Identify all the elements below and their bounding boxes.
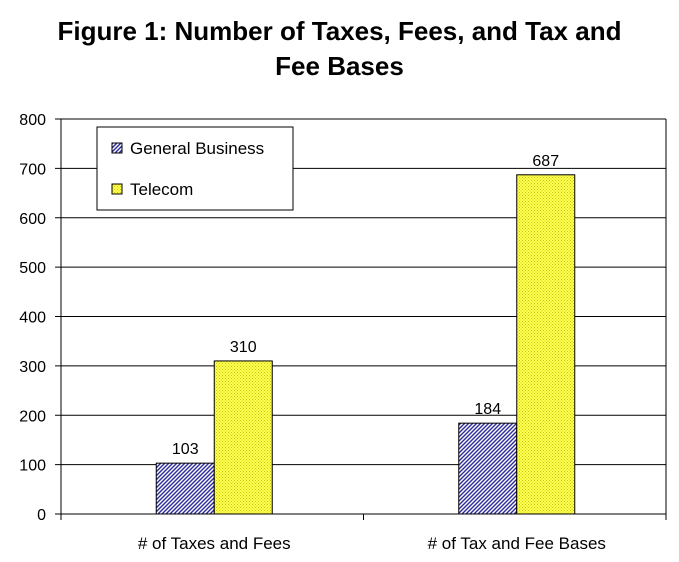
data-label: 687 [532, 153, 559, 170]
legend-swatch-telecom [111, 183, 123, 195]
data-label: 103 [172, 441, 199, 458]
axes [55, 118, 667, 520]
y-tick-label: 300 [19, 359, 46, 376]
x-tick-label: # of Taxes and Fees [138, 534, 291, 553]
bars [155, 174, 576, 515]
labels: 0 100 200 300 400 500 600 700 800 103 310 # of Taxe… [19, 112, 606, 553]
chart-title-line-2: Fee Bases [275, 51, 404, 81]
y-tick-label: 0 [37, 507, 46, 524]
legend-swatch-general-business [111, 142, 123, 154]
data-label: 184 [474, 401, 501, 418]
legend-box [96, 126, 294, 211]
x-tick-label: # of Tax and Fee Bases [428, 534, 606, 553]
legend-label: General Business [130, 139, 264, 158]
chart-title-line-1: Figure 1: Number of Taxes, Fees, and Tax… [57, 16, 622, 46]
y-tick-label: 400 [19, 310, 46, 327]
bar-general-business-1 [155, 462, 215, 515]
bar-telecom-2 [516, 174, 576, 515]
y-tick-label: 200 [19, 408, 46, 425]
y-tick-label: 600 [19, 211, 46, 228]
y-tick-label: 100 [19, 458, 46, 475]
bar-general-business-2 [458, 422, 518, 515]
legend-label: Telecom [130, 180, 193, 199]
y-tick-label: 800 [19, 112, 46, 129]
chart-title: Figure 1: Number of Taxes, Fees, and Tax… [0, 14, 679, 84]
data-label: 310 [230, 339, 257, 356]
y-tick-label: 700 [19, 161, 46, 178]
legend: General Business Telecom [96, 126, 294, 211]
bar-telecom-1 [213, 360, 273, 515]
y-tick-label: 500 [19, 260, 46, 277]
